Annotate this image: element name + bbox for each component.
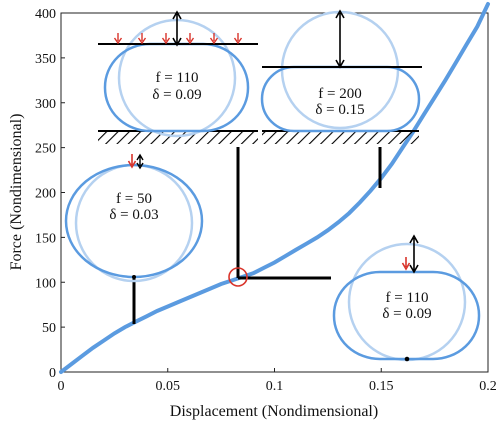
undeformed-cell-outline xyxy=(74,163,194,283)
load-arrow xyxy=(137,33,147,45)
load-arrow xyxy=(185,33,195,45)
force-label: f = 110 xyxy=(156,70,199,86)
deformation-label: δ = 0.03 xyxy=(109,207,158,223)
load-arrow xyxy=(113,33,123,45)
x-tick-label: 0 xyxy=(58,379,65,394)
cell-inset-2: f = 200 δ = 0.15 xyxy=(260,9,422,133)
load-arrow xyxy=(161,33,171,45)
x-tick-label: 0.2 xyxy=(479,379,497,394)
force-label: f = 110 xyxy=(386,290,429,306)
load-arrow xyxy=(401,257,411,271)
cell-inset-4: f = 110 δ = 0.09 xyxy=(332,234,481,362)
deformation-label: δ = 0.15 xyxy=(315,102,364,118)
ground-plate xyxy=(262,131,419,144)
contact-point xyxy=(132,275,136,279)
load-arrows xyxy=(113,33,243,45)
x-tick-label: 0.1 xyxy=(266,379,284,394)
deformation-label: δ = 0.09 xyxy=(382,306,431,322)
load-arrow xyxy=(127,154,137,169)
deformation-arrow xyxy=(172,10,182,47)
highlight-point-marker xyxy=(228,267,248,287)
deformation-arrow xyxy=(335,9,345,69)
force-label: f = 50 xyxy=(116,191,152,207)
y-tick-label: 400 xyxy=(35,7,56,22)
y-tick-label: 250 xyxy=(35,142,56,157)
cell-inset-1: f = 110 δ = 0.09 xyxy=(98,10,258,138)
y-tick-label: 150 xyxy=(35,231,56,246)
y-tick-label: 300 xyxy=(35,97,56,112)
load-arrow xyxy=(233,33,243,45)
x-tick-label: 0.15 xyxy=(369,379,394,394)
x-tick-label: 0.05 xyxy=(156,379,181,394)
deformation-label: δ = 0.09 xyxy=(152,87,201,103)
contact-point xyxy=(404,356,410,362)
x-axis-label: Displacement (Nondimensional) xyxy=(170,403,378,420)
ground-plate xyxy=(98,131,258,144)
force-label: f = 200 xyxy=(318,86,361,102)
y-tick-label: 0 xyxy=(49,366,56,381)
force-displacement-curve xyxy=(59,2,490,374)
y-tick-label: 100 xyxy=(35,276,56,291)
y-tick-label: 350 xyxy=(35,52,56,67)
cell-inset-3: f = 50 δ = 0.03 xyxy=(64,153,204,283)
y-tick-label: 50 xyxy=(42,321,56,336)
deformation-arrow xyxy=(136,153,144,170)
load-arrow xyxy=(209,33,219,45)
y-tick-label: 200 xyxy=(35,187,56,202)
deformation-arrow xyxy=(409,234,419,274)
tick-group: 0 0.05 0.1 0.15 0.2 0 50 100 150 200 250 300 350 400 xyxy=(35,7,497,394)
y-axis-label: Force (Nondimensional) xyxy=(8,114,25,271)
